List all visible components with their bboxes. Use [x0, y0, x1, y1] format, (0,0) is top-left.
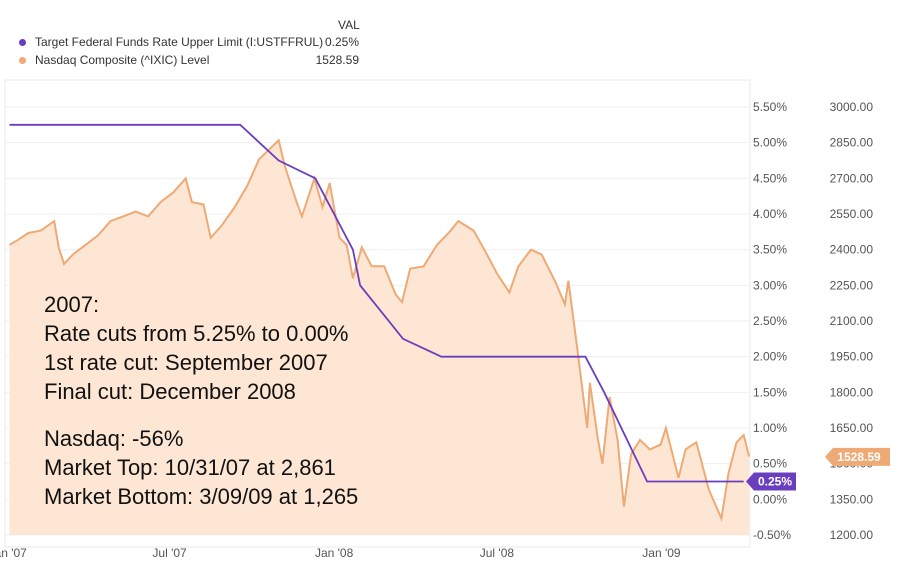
- y-left-tick-label: 4.50%: [753, 171, 787, 185]
- x-axis-ticks: Jan '07 Jul '07 Jan '08 Jul '08 Jan '09: [0, 546, 681, 560]
- legend-item-name: Nasdaq Composite (^IXIC) Level: [35, 53, 210, 67]
- x-tick-label: Jan '09: [642, 546, 681, 560]
- legend-item-name: Target Federal Funds Rate Upper Limit (I…: [35, 35, 324, 49]
- y-axis-right-ticks: 3000.00 2850.00 2700.00 2550.00 2400.00 2250.…: [830, 100, 874, 542]
- y-right-tick-label: 2400.00: [830, 243, 874, 257]
- y-right-tick-label: 1200.00: [830, 528, 874, 542]
- y-left-tick-label: 2.50%: [753, 314, 787, 328]
- legend-item-value: 1528.59: [315, 53, 359, 67]
- y-left-tick-label: 4.00%: [753, 207, 787, 221]
- legend-dot-icon: [19, 57, 26, 64]
- y-axis-left-ticks: 5.50% 5.00% 4.50% 4.00% 3.50% 3.00% 2.50% 2.00%…: [753, 100, 791, 542]
- nasdaq-line: [8, 138, 751, 522]
- y-left-tick-label: 5.00%: [753, 136, 787, 150]
- y-left-tick-label: 5.50%: [753, 100, 787, 114]
- y-left-tick-label: 0.50%: [753, 457, 787, 471]
- y-right-tick-label: 2100.00: [830, 314, 874, 328]
- legend: VAL Target Federal Funds Rate Upper Limi…: [0, 0, 900, 76]
- y-right-tick-label: 2250.00: [830, 278, 874, 292]
- annotation-line: 1st rate cut: September 2007: [44, 350, 328, 375]
- y-left-tick-label: -0.50%: [753, 528, 791, 542]
- x-tick-label: Jan '07: [0, 546, 27, 560]
- y-right-tick-label: 2550.00: [830, 207, 874, 221]
- y-left-tick-label: 3.50%: [753, 243, 787, 257]
- annotation-rate-cuts: 2007: Rate cuts from 5.25% to 0.00% 1st …: [44, 290, 349, 406]
- y-left-tick-label: 0.00%: [753, 492, 787, 506]
- annotation-line: Nasdaq: -56%: [44, 426, 184, 451]
- y-left-tick-label: 3.00%: [753, 278, 787, 292]
- nasdaq-end-badge: [825, 447, 890, 466]
- y-left-tick-label: 1.00%: [753, 421, 787, 435]
- y-right-tick-label: 1950.00: [830, 350, 874, 364]
- annotation-line: Final cut: December 2008: [44, 379, 296, 404]
- nasdaq-end-label: 1528.59: [837, 450, 881, 464]
- x-tick-label: Jul '07: [152, 546, 187, 560]
- annotation-nasdaq: Nasdaq: -56% Market Top: 10/31/07 at 2,8…: [44, 424, 358, 511]
- x-tick-label: Jul '08: [480, 546, 515, 560]
- fed-funds-rate-line: [9, 123, 744, 483]
- end-value-labels: 0.25% 1528.59: [746, 447, 890, 491]
- annotation-line: 2007:: [44, 292, 100, 317]
- nasdaq-area: [9, 140, 750, 536]
- legend-dot-icon: [19, 39, 26, 46]
- y-right-tick-label: 2700.00: [830, 171, 874, 185]
- rate-end-label: 0.25%: [758, 475, 792, 489]
- annotation-line: Market Bottom: 3/09/09 at 1,265: [44, 484, 359, 509]
- y-left-tick-label: 1.50%: [753, 385, 787, 399]
- legend-item-value: 0.25%: [324, 35, 359, 49]
- y-right-tick-label: 2850.00: [830, 136, 874, 150]
- rate-end-badge: [746, 472, 796, 491]
- legend-value-header: VAL: [338, 18, 360, 32]
- y-left-tick-label: 2.00%: [753, 350, 787, 364]
- annotation-line: Rate cuts from 5.25% to 0.00%: [44, 321, 349, 346]
- y-right-tick-label: 1350.00: [830, 492, 874, 506]
- x-tick-label: Jan '08: [315, 546, 354, 560]
- y-right-tick-label: 1800.00: [830, 385, 874, 399]
- y-right-tick-label: 1650.00: [830, 421, 874, 435]
- annotation-line: Market Top: 10/31/07 at 2,861: [44, 455, 336, 480]
- y-right-tick-label: 3000.00: [830, 100, 874, 114]
